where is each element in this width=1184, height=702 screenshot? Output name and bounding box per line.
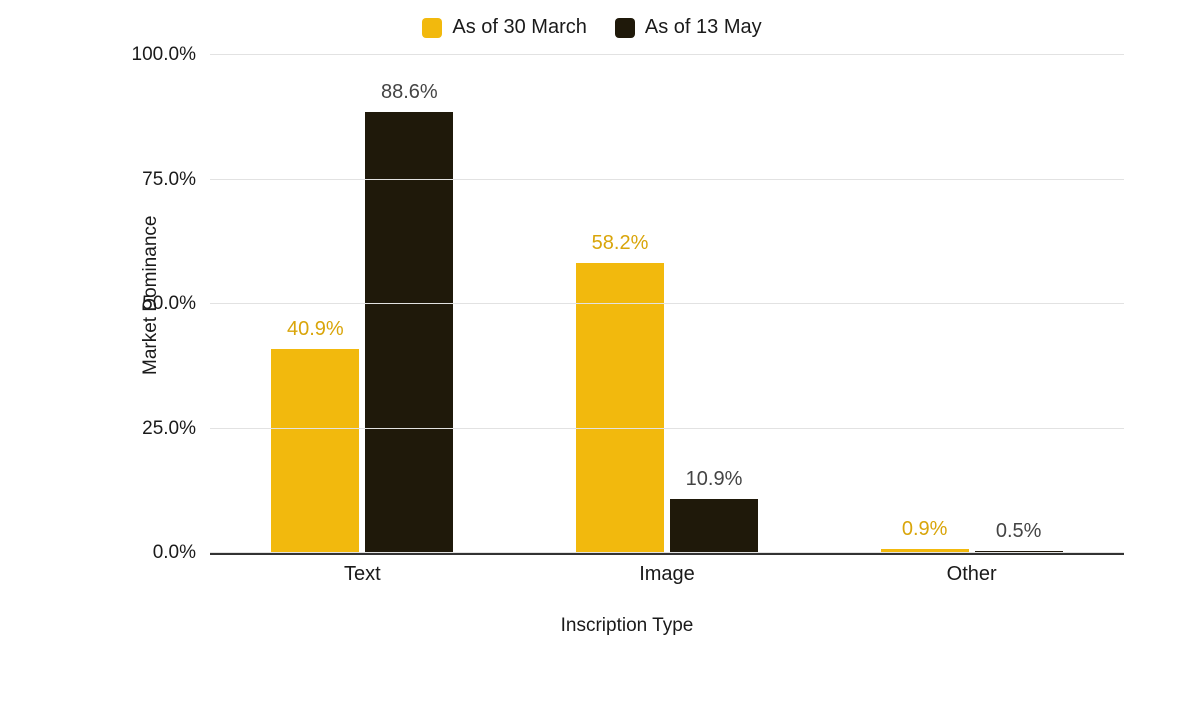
bar-group: 0.9%0.5%Other bbox=[819, 55, 1124, 553]
gridline bbox=[210, 428, 1124, 429]
y-tick-label: 0.0% bbox=[153, 542, 210, 564]
bar-groups: 40.9%88.6%Text58.2%10.9%Image0.9%0.5%Oth… bbox=[210, 55, 1124, 553]
plot-area: 40.9%88.6%Text58.2%10.9%Image0.9%0.5%Oth… bbox=[210, 55, 1124, 555]
gridline bbox=[210, 552, 1124, 553]
y-tick-label: 75.0% bbox=[142, 169, 210, 191]
x-tick-label: Text bbox=[344, 553, 381, 586]
x-tick-label: Other bbox=[947, 553, 997, 586]
legend-item-series-1: As of 13 May bbox=[615, 16, 762, 39]
legend-label: As of 13 May bbox=[645, 16, 762, 39]
bar: 58.2% bbox=[576, 263, 664, 553]
bar-value-label: 10.9% bbox=[686, 468, 743, 499]
legend-label: As of 30 March bbox=[452, 16, 587, 39]
bar-value-label: 88.6% bbox=[381, 81, 438, 112]
y-tick-label: 50.0% bbox=[142, 293, 210, 315]
x-axis-label: Inscription Type bbox=[90, 615, 1164, 637]
gridline bbox=[210, 54, 1124, 55]
plot-wrap: Market Dominance 40.9%88.6%Text58.2%10.9… bbox=[120, 55, 1134, 555]
y-tick-label: 25.0% bbox=[142, 418, 210, 440]
legend-item-series-0: As of 30 March bbox=[422, 16, 587, 39]
chart-container: As of 30 March As of 13 May Market Domin… bbox=[20, 10, 1164, 692]
bar-value-label: 40.9% bbox=[287, 318, 344, 349]
bar-value-label: 58.2% bbox=[592, 232, 649, 263]
bar: 40.9% bbox=[271, 349, 359, 553]
bar-value-label: 0.5% bbox=[996, 520, 1042, 551]
bar-group: 58.2%10.9%Image bbox=[515, 55, 820, 553]
y-tick-label: 100.0% bbox=[132, 44, 210, 66]
bar-value-label: 0.9% bbox=[902, 518, 948, 549]
bar-group: 40.9%88.6%Text bbox=[210, 55, 515, 553]
gridline bbox=[210, 179, 1124, 180]
x-tick-label: Image bbox=[639, 553, 695, 586]
legend-swatch-icon bbox=[615, 18, 635, 38]
gridline bbox=[210, 303, 1124, 304]
legend-swatch-icon bbox=[422, 18, 442, 38]
bar: 10.9% bbox=[670, 499, 758, 553]
